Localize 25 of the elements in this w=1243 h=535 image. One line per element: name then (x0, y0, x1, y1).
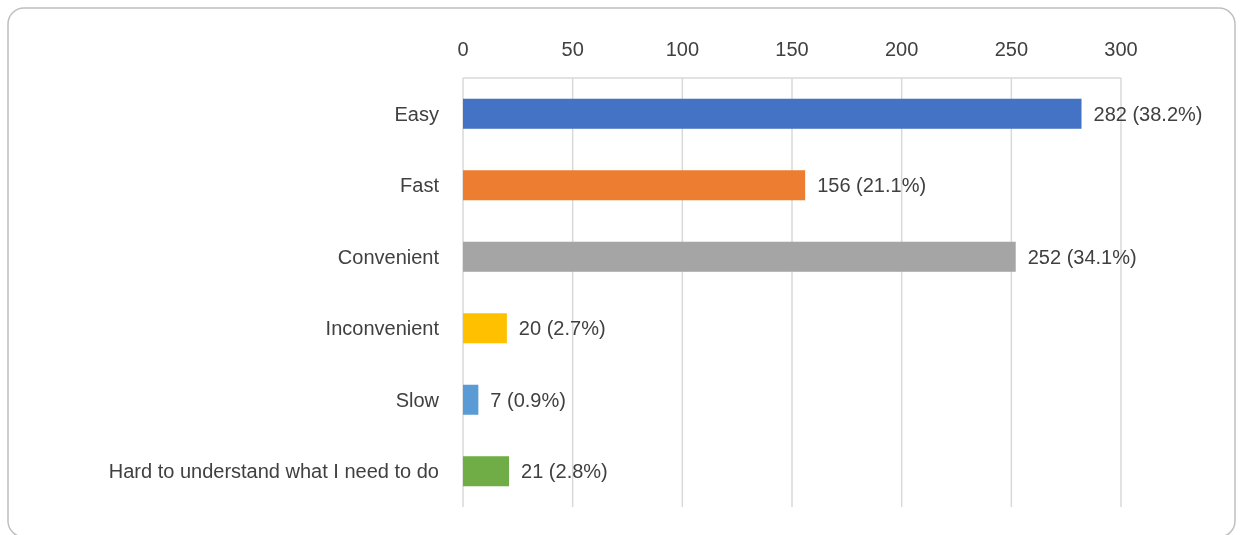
y-tick-label: Inconvenient (325, 317, 440, 340)
y-tick-label: Hard to understand what I need to do (108, 460, 439, 483)
x-tick-label: 300 (1104, 38, 1138, 60)
bar (463, 241, 1016, 272)
x-tick-label: 50 (561, 38, 584, 60)
x-tick-label: 150 (775, 38, 809, 60)
x-tick-label: 0 (457, 38, 469, 60)
data-label: 21 (2.8%) (521, 460, 608, 483)
x-tick-label: 100 (665, 38, 700, 60)
bar (463, 456, 510, 487)
y-tick-label: Easy (394, 102, 439, 125)
bar (463, 98, 1082, 129)
data-label: 282 (38.2%) (1093, 102, 1203, 125)
bar (463, 313, 507, 344)
y-tick-label: Fast (400, 174, 440, 197)
data-label: 20 (2.7%) (518, 317, 606, 340)
y-tick-label: Slow (395, 388, 440, 411)
x-tick-label: 200 (884, 38, 919, 60)
data-label: 252 (34.1%) (1027, 245, 1137, 268)
data-label: 156 (21.1%) (817, 174, 927, 197)
data-label: 7 (0.9%) (490, 388, 566, 411)
bar (463, 384, 479, 415)
bar (463, 170, 806, 201)
y-tick-label: Convenient (337, 245, 440, 268)
x-tick-label: 250 (994, 38, 1029, 60)
